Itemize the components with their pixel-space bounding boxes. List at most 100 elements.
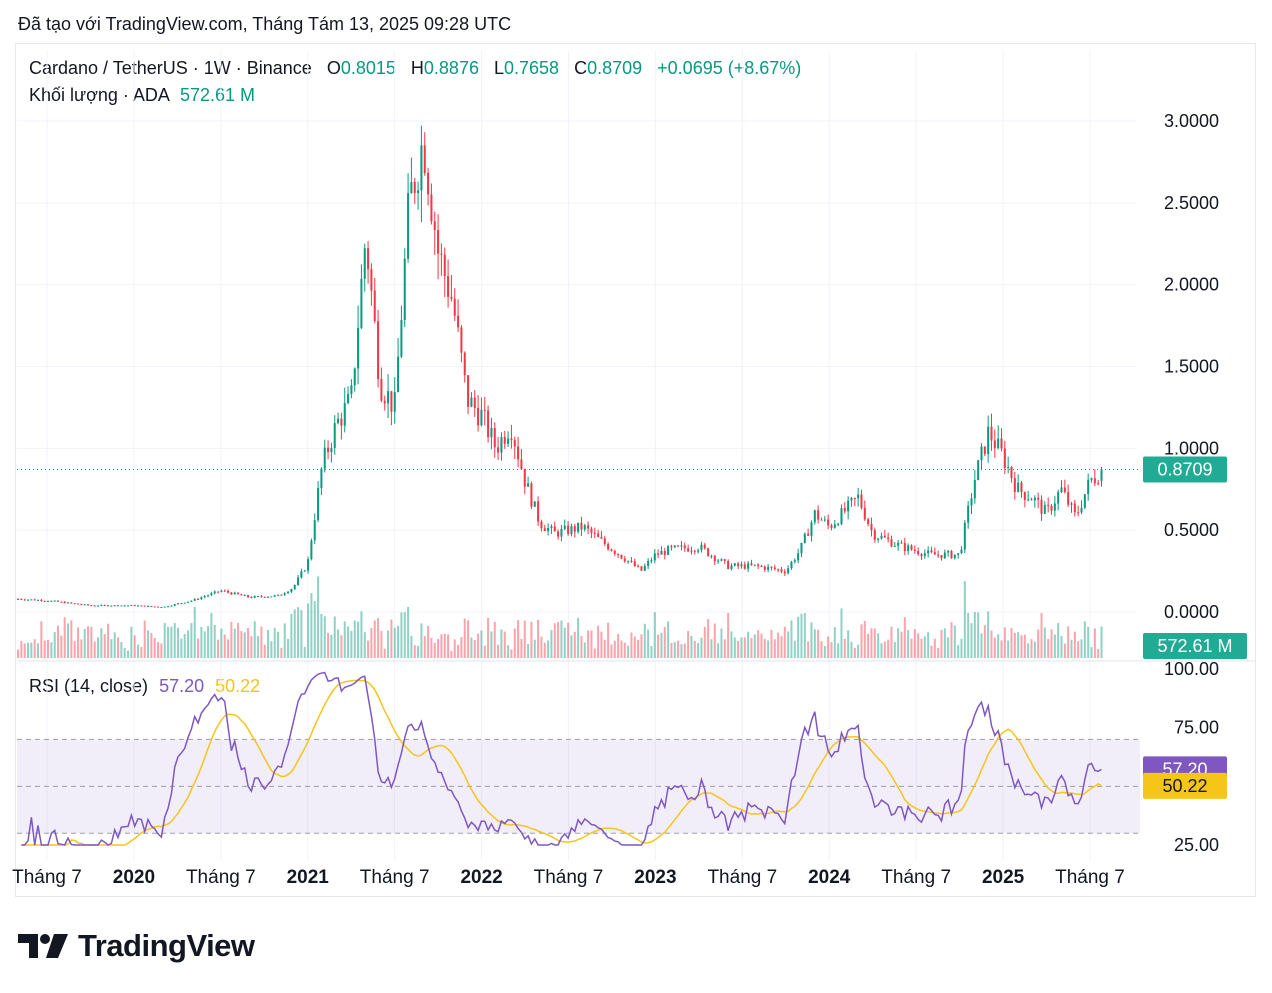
- candle-body: [490, 427, 493, 438]
- candle-body: [587, 525, 590, 529]
- volume-bar: [650, 646, 653, 658]
- candle-body: [50, 600, 53, 602]
- candle-body: [510, 438, 513, 441]
- candle-body: [890, 539, 893, 547]
- volume-bar: [1063, 643, 1066, 658]
- candle-body: [447, 276, 450, 297]
- volume-bar: [430, 637, 433, 658]
- volume-bar: [310, 593, 313, 658]
- candle-body: [283, 593, 286, 595]
- candle-body: [430, 194, 433, 222]
- candle-body: [797, 553, 800, 561]
- volume-bar: [143, 620, 146, 658]
- candle-body: [93, 605, 96, 607]
- candle-body: [303, 570, 306, 572]
- volume-bar: [413, 645, 416, 658]
- candle-body: [807, 533, 810, 536]
- candle-body: [1020, 482, 1023, 493]
- candle-body: [900, 542, 903, 544]
- candle-body: [287, 591, 290, 594]
- candle-body: [693, 550, 696, 552]
- candle-body: [167, 606, 170, 608]
- candle-body: [1007, 467, 1010, 469]
- volume-bar: [713, 623, 716, 658]
- volume-bar: [683, 643, 686, 658]
- volume-bar: [1100, 626, 1103, 658]
- candle-body: [1080, 507, 1083, 513]
- candle-body: [643, 565, 646, 571]
- volume-bar: [613, 640, 616, 658]
- candle-body: [173, 604, 176, 606]
- volume-bars: [17, 576, 1103, 658]
- symbol-legend[interactable]: Cardano / TetherUS · 1W · Binance O0.801…: [29, 58, 801, 79]
- volume-bar: [887, 639, 890, 658]
- volume-bar: [263, 644, 266, 658]
- candle-body: [1013, 478, 1016, 492]
- candle-body: [627, 560, 630, 562]
- volume-bar: [393, 627, 396, 658]
- candle-body: [620, 554, 623, 559]
- volume-bar: [300, 610, 303, 658]
- candle-body: [347, 393, 350, 404]
- candle-body: [853, 498, 856, 500]
- candle-body: [473, 397, 476, 408]
- candle-body: [40, 599, 43, 601]
- volume-bar: [940, 629, 943, 658]
- rsi-ma-badge-bg: [1143, 772, 1227, 799]
- volume-bar: [900, 631, 903, 658]
- candle-body: [293, 584, 296, 590]
- chart-frame[interactable]: [15, 43, 1256, 897]
- volume-bar: [947, 637, 950, 658]
- candle-body: [997, 438, 1000, 449]
- volume-bar: [600, 631, 603, 658]
- tradingview-logo-icon: [18, 934, 68, 958]
- rsi-tick-label: 75.00: [1174, 718, 1219, 738]
- candle-body: [713, 555, 716, 562]
- candle-body: [453, 298, 456, 316]
- candle-body: [580, 522, 583, 530]
- volume-bar: [470, 637, 473, 658]
- volume-bar: [477, 633, 480, 658]
- volume-bar: [983, 625, 986, 658]
- volume-bar: [190, 623, 193, 658]
- volume-bar: [407, 606, 410, 658]
- volume-bar: [597, 625, 600, 658]
- candle-body: [1090, 478, 1093, 480]
- candle-body: [53, 600, 56, 602]
- volume-bar: [917, 633, 920, 658]
- candle-body: [253, 596, 256, 598]
- candle-body: [397, 356, 400, 393]
- candle-body: [920, 554, 923, 557]
- candle-body: [817, 510, 820, 520]
- candle-body: [670, 546, 673, 548]
- rsi-legend[interactable]: RSI (14, close) 57.20 50.22: [29, 676, 260, 697]
- candle-body: [90, 605, 93, 607]
- volume-bar: [347, 626, 350, 658]
- volume-bar: [117, 637, 120, 658]
- volume-bar: [643, 623, 646, 658]
- candle-body: [733, 563, 736, 566]
- tradingview-logo[interactable]: TradingView: [18, 928, 255, 964]
- volume-bar: [333, 616, 336, 658]
- volume-bar: [933, 638, 936, 658]
- volume-bar: [337, 629, 340, 658]
- candle-body: [913, 549, 916, 551]
- volume-bar: [577, 617, 580, 658]
- candle-body: [333, 423, 336, 448]
- candle-body: [850, 498, 853, 501]
- axes: 0.0000 0.5000 1.0000 1.5000 2.0000 2.5000 3.00…: [12, 111, 1219, 888]
- volume-bar: [510, 649, 513, 658]
- candle-body: [533, 501, 536, 507]
- volume-bar: [750, 638, 753, 658]
- volume-bar: [897, 628, 900, 658]
- volume-bar: [630, 632, 633, 658]
- candle-body: [327, 447, 330, 452]
- candle-body: [903, 542, 906, 552]
- candle-body: [847, 500, 850, 512]
- volume-bar: [953, 625, 956, 658]
- volume-bar: [57, 625, 60, 658]
- volume-badge-bg: [1143, 633, 1247, 659]
- candle-body: [923, 553, 926, 557]
- volume-bar: [417, 645, 420, 658]
